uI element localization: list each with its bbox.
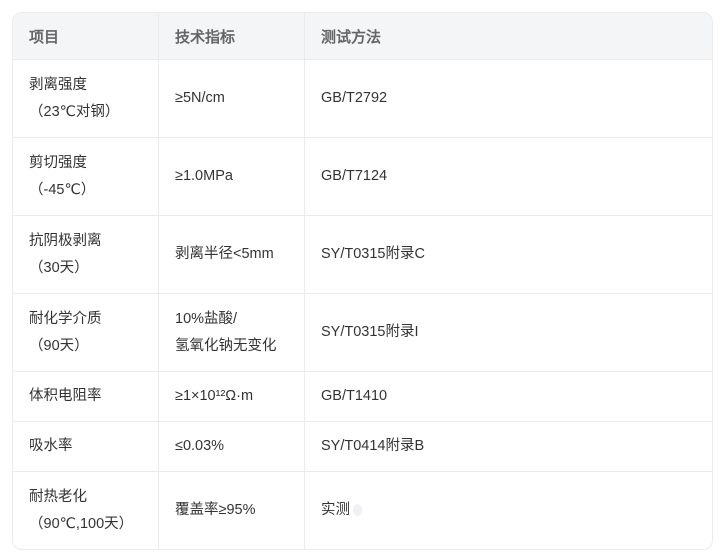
cell-spec-line: ≥1.0MPa	[175, 168, 233, 184]
cell-item: 剥离强度 （23℃对钢）	[13, 59, 159, 138]
cell-item-line: 耐热老化	[29, 488, 87, 505]
cell-method: GB/T7124	[304, 137, 712, 216]
cell-method: SY/T0315附录C	[304, 215, 712, 294]
cell-item-line: 剥离强度	[29, 76, 87, 93]
header-item: 项目	[13, 13, 159, 60]
cell-spec: ≥5N/cm	[158, 59, 305, 138]
table-row: 抗阴极剥离 （30天） 剥离半径<5mm SY/T0315附录C	[13, 215, 712, 294]
cell-method-text: GB/T7124	[321, 168, 388, 184]
cell-spec: 10%盐酸/氢氧化钠无变化	[158, 293, 305, 372]
cell-spec-line: ≥1×10¹²Ω·m	[175, 388, 254, 404]
table-row: 耐化学介质 （90天） 10%盐酸/氢氧化钠无变化 SY/T0315附录I	[13, 293, 712, 372]
table-row: 吸水率 ≤0.03% SY/T0414附录B	[13, 421, 712, 472]
cell-method: 实测	[304, 471, 712, 549]
cell-item-line: 体积电阻率	[29, 388, 102, 404]
header-spec: 技术指标	[158, 13, 305, 60]
cell-method: SY/T0315附录I	[304, 293, 712, 372]
cell-spec: ≤0.03%	[158, 421, 305, 472]
cell-item: 耐化学介质 （90天）	[13, 293, 159, 372]
cell-spec-line: 覆盖率≥95%	[175, 502, 256, 518]
spec-table: 项目 技术指标 测试方法 剥离强度 （23℃对钢） ≥5N/cm GB/T2792 剪切…	[13, 13, 712, 549]
table-row: 剪切强度 （-45℃） ≥1.0MPa GB/T7124	[13, 137, 712, 216]
cell-method-text: SY/T0315附录C	[321, 246, 425, 262]
table-row: 剥离强度 （23℃对钢） ≥5N/cm GB/T2792	[13, 59, 712, 138]
cell-item-line: （23℃对钢）	[29, 103, 120, 120]
cell-spec: 覆盖率≥95%	[158, 471, 305, 549]
cell-spec-line: 剥离半径<5mm	[175, 246, 274, 262]
cell-spec: ≥1×10¹²Ω·m	[158, 371, 305, 422]
cell-method: GB/T2792	[304, 59, 712, 138]
cell-spec-line: 氢氧化钠无变化	[175, 337, 277, 354]
cell-spec-line: 10%盐酸/	[175, 310, 238, 327]
cell-method-text: 实测	[321, 502, 350, 518]
table-row: 耐热老化 （90℃,100天） 覆盖率≥95% 实测	[13, 471, 712, 549]
cell-item-line: 吸水率	[29, 438, 73, 454]
cell-item-line: 剪切强度	[29, 154, 87, 171]
cell-spec: ≥1.0MPa	[158, 137, 305, 216]
cell-method-text: GB/T2792	[321, 90, 388, 106]
cell-item: 剪切强度 （-45℃）	[13, 137, 159, 216]
cell-method-text: GB/T1410	[321, 388, 388, 404]
faded-dot-icon	[353, 504, 362, 517]
table-header-row: 项目 技术指标 测试方法	[13, 13, 712, 60]
table-row: 体积电阻率 ≥1×10¹²Ω·m GB/T1410	[13, 371, 712, 422]
cell-item-line: 抗阴极剥离	[29, 232, 102, 249]
cell-item-line: 耐化学介质	[29, 310, 102, 327]
cell-method: SY/T0414附录B	[304, 421, 712, 472]
cell-method-text: SY/T0414附录B	[321, 438, 425, 454]
cell-item-line: （30天）	[29, 259, 89, 276]
cell-item-line: （90℃,100天）	[29, 515, 134, 532]
cell-item: 吸水率	[13, 421, 159, 472]
cell-spec-line: ≥5N/cm	[175, 90, 225, 106]
cell-item: 体积电阻率	[13, 371, 159, 422]
cell-item: 抗阴极剥离 （30天）	[13, 215, 159, 294]
cell-spec-line: ≤0.03%	[175, 438, 225, 454]
header-method: 测试方法	[304, 13, 712, 60]
spec-table-container: 项目 技术指标 测试方法 剥离强度 （23℃对钢） ≥5N/cm GB/T2792 剪切…	[12, 12, 713, 550]
cell-item: 耐热老化 （90℃,100天）	[13, 471, 159, 549]
cell-method: GB/T1410	[304, 371, 712, 422]
cell-item-line: （-45℃）	[29, 181, 96, 198]
cell-spec: 剥离半径<5mm	[158, 215, 305, 294]
cell-method-text: SY/T0315附录I	[321, 324, 419, 340]
cell-item-line: （90天）	[29, 337, 89, 354]
